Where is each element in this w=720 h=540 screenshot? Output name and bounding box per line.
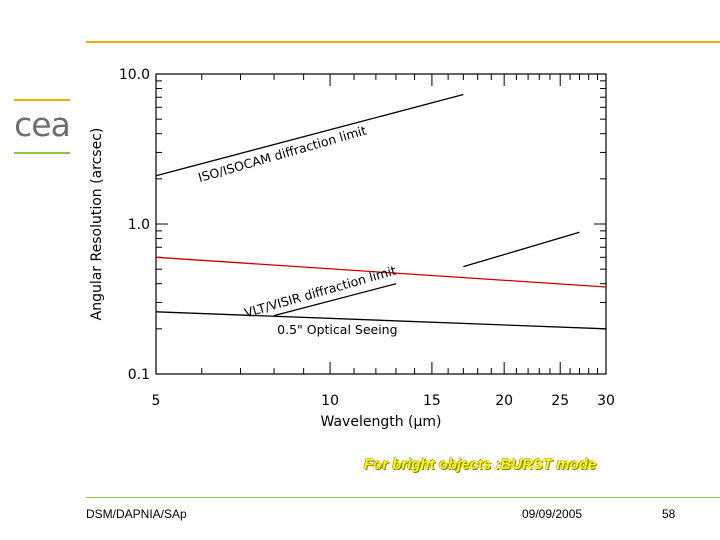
y-axis-label: Angular Resolution (arcsec) [89,128,105,321]
footer-date: 09/09/2005 [522,507,583,521]
x-tick-label: 30 [597,393,615,409]
y-tick-label: 1.0 [128,217,150,233]
series-line-0 [155,93,464,177]
logo-bar-bottom [14,152,70,154]
curve-annotation: ISO/ISOCAM diffraction limit [196,123,368,185]
logo-text: cea [14,105,71,144]
x-tick-label: 20 [495,393,513,409]
curve-annotation: 0.5" Optical Seeing [277,322,397,337]
bottom-divider [86,497,720,498]
series-line-3 [155,256,607,288]
series-line-2 [155,311,607,330]
x-tick-label: 10 [321,393,339,409]
series-line-1 [463,231,580,268]
x-tick-label: 5 [152,393,161,409]
series-line-1 [273,283,397,317]
y-tick-label: 10.0 [119,67,150,83]
x-axis-label: Wavelength (μm) [321,414,442,430]
burst-mode-caption: For bright objects :BURST mode [363,456,597,473]
curve-annotation: VLT/VISIR diffraction limit [243,263,398,321]
x-tick-label: 15 [423,393,441,409]
logo-bar-top [14,99,70,101]
x-tick-label: 25 [551,393,569,409]
y-tick-label: 0.1 [128,367,150,383]
top-divider [86,41,720,43]
footer-page-number: 58 [662,507,676,521]
cea-logo: cea [12,97,72,157]
footer-org: DSM/DAPNIA/SAp [86,507,187,521]
